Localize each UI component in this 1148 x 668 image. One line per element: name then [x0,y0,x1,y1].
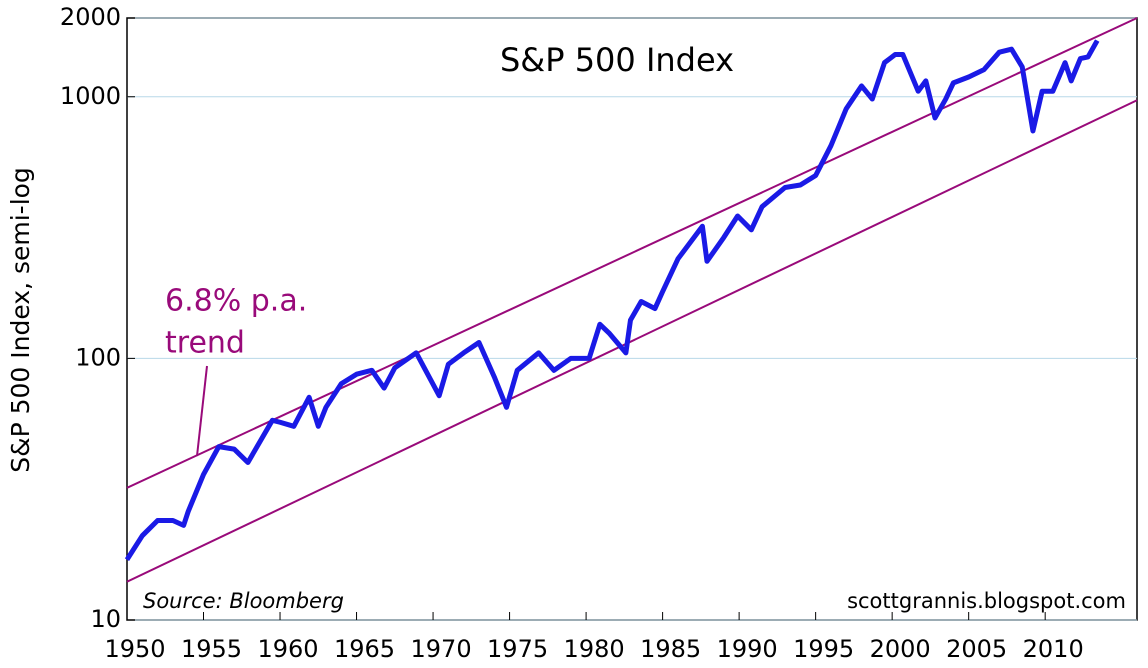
x-tick-label: 1970 [411,635,472,663]
annotation: trend [165,326,245,361]
y-tick-label: 2000 [60,3,121,31]
trend-line [126,17,1138,489]
x-tick-label: 2010 [1023,635,1084,663]
x-tick-label: 1960 [257,635,318,663]
x-tick-label: 1980 [564,635,625,663]
x-tick-label: 1950 [104,635,165,663]
x-tick-label: 2005 [946,635,1007,663]
y-tick-label: 1000 [60,82,121,110]
x-tick-label: 2000 [870,635,931,663]
y-axis-label: S&P 500 Index, semi-log [6,167,35,473]
y-tick-label: 100 [75,343,121,371]
credit: scottgrannis.blogspot.com [847,589,1126,613]
trend-line [126,99,1138,583]
y-tick-label: 10 [90,605,121,633]
chart-title: S&P 500 Index [500,41,734,79]
x-tick-label: 1995 [793,635,854,663]
x-tick-label: 1975 [487,635,548,663]
x-tick-label: 1990 [717,635,778,663]
x-tick-label: 1965 [334,635,395,663]
source: Source: Bloomberg [143,589,344,613]
index-line [124,39,1100,562]
annotation-pointer [196,365,208,457]
annotation: 6.8% p.a. [165,284,307,319]
x-tick-label: 1985 [640,635,701,663]
x-tick-label: 1955 [181,635,242,663]
